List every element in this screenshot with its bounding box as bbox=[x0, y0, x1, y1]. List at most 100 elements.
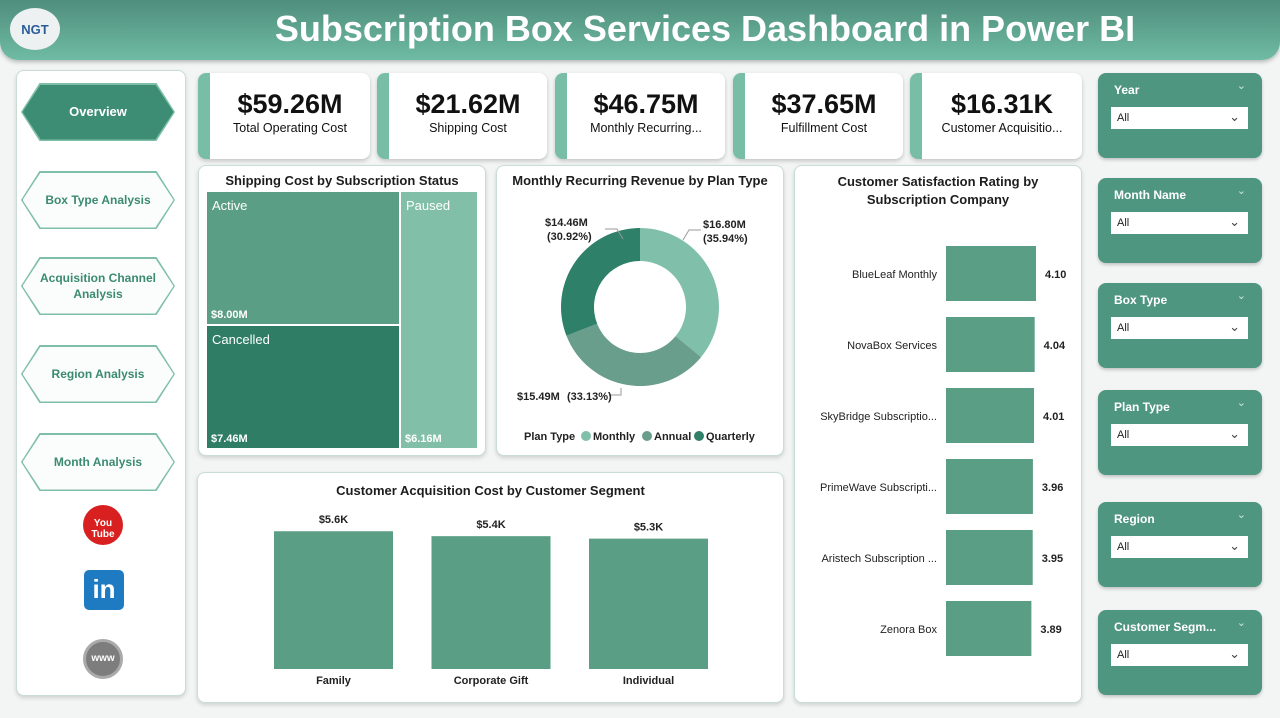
slicer-value: All bbox=[1117, 649, 1130, 661]
collapse-chevron-icon[interactable]: ⌄ bbox=[1236, 397, 1246, 409]
chevron-down-icon: ⌄ bbox=[1229, 426, 1240, 441]
nav-overview[interactable]: Overview bbox=[21, 83, 175, 141]
slicer-label: Customer Segm... bbox=[1114, 620, 1217, 634]
bar[interactable] bbox=[946, 317, 1035, 372]
chevron-down-icon: ⌄ bbox=[1229, 109, 1240, 124]
category-label: Aristech Subscription ... bbox=[821, 553, 937, 565]
category-label: Zenora Box bbox=[880, 624, 937, 636]
slicer-value: All bbox=[1117, 217, 1130, 229]
treemap-tile-active[interactable]: Active $8.00M bbox=[207, 192, 399, 324]
kpi-total-operating-cost: $59.26M Total Operating Cost bbox=[198, 73, 370, 159]
slicer-label: Box Type bbox=[1114, 293, 1168, 307]
kpi-value: $37.65M bbox=[771, 89, 877, 119]
header-banner: NGT Subscription Box Services Dashboard … bbox=[0, 0, 1280, 60]
legend-title: Plan Type bbox=[524, 431, 575, 443]
bar[interactable] bbox=[946, 459, 1033, 514]
slicer-label: Year bbox=[1114, 83, 1140, 97]
slicer-dropdown[interactable]: All ⌄ bbox=[1111, 212, 1248, 234]
legend-marker-quarterly bbox=[694, 431, 704, 441]
category-label: Corporate Gift bbox=[454, 675, 529, 687]
kpi-label: Customer Acquisitio... bbox=[941, 121, 1063, 135]
nav-label: Month Analysis bbox=[22, 434, 174, 490]
data-label: 3.89 bbox=[1040, 624, 1061, 636]
collapse-chevron-icon[interactable]: ⌄ bbox=[1236, 80, 1246, 92]
slicer-value: All bbox=[1117, 322, 1130, 334]
slicer-customer-segm-: Customer Segm... ⌄ All ⌄ bbox=[1098, 610, 1262, 695]
bar[interactable] bbox=[946, 388, 1035, 443]
slicer-dropdown[interactable]: All ⌄ bbox=[1111, 107, 1248, 129]
youtube-icon[interactable]: You Tube bbox=[83, 505, 123, 545]
chevron-down-icon: ⌄ bbox=[1229, 319, 1240, 334]
data-label: 4.01 bbox=[1043, 411, 1064, 423]
kpi-monthly-recurring: $46.75M Monthly Recurring... bbox=[555, 73, 725, 159]
collapse-chevron-icon[interactable]: ⌄ bbox=[1236, 185, 1246, 197]
donut-card: Monthly Recurring Revenue by Plan Type $… bbox=[496, 165, 784, 456]
slicer-dropdown[interactable]: All ⌄ bbox=[1111, 536, 1248, 558]
legend-quarterly[interactable]: Quarterly bbox=[706, 431, 756, 443]
bar[interactable] bbox=[431, 536, 551, 669]
nav-region-analysis[interactable]: Region Analysis bbox=[21, 345, 175, 403]
slicer-value: All bbox=[1117, 541, 1130, 553]
tile-name: Cancelled bbox=[212, 332, 270, 347]
slicer-year: Year ⌄ All ⌄ bbox=[1098, 73, 1262, 158]
bar[interactable] bbox=[274, 531, 393, 669]
donut-slice-monthly[interactable] bbox=[640, 228, 719, 358]
legend-monthly[interactable]: Monthly bbox=[593, 431, 636, 443]
bar[interactable] bbox=[946, 601, 1032, 656]
kpi-label: Total Operating Cost bbox=[233, 121, 347, 135]
legend-marker-annual bbox=[642, 431, 652, 441]
chart-title: Monthly Recurring Revenue by Plan Type bbox=[512, 173, 768, 188]
category-label: Individual bbox=[623, 675, 674, 687]
leader-line bbox=[605, 228, 624, 240]
nav-label: Region Analysis bbox=[22, 346, 174, 402]
data-label: 3.96 bbox=[1042, 482, 1063, 494]
collapse-chevron-icon[interactable]: ⌄ bbox=[1236, 290, 1246, 302]
data-label: 4.04 bbox=[1044, 340, 1066, 352]
kpi-value: $59.26M bbox=[237, 89, 343, 119]
slicer-plan-type: Plan Type ⌄ All ⌄ bbox=[1098, 390, 1262, 475]
chevron-down-icon: ⌄ bbox=[1229, 538, 1240, 553]
bar[interactable] bbox=[946, 530, 1033, 585]
bar[interactable] bbox=[589, 538, 708, 669]
slicer-label: Month Name bbox=[1114, 188, 1186, 202]
nav-acquisition-channel-analysis[interactable]: Acquisition Channel Analysis bbox=[21, 257, 175, 315]
tile-name: Paused bbox=[406, 198, 451, 213]
category-label: Family bbox=[316, 675, 352, 687]
slicer-label: Region bbox=[1114, 512, 1155, 526]
kpi-value: $46.75M bbox=[593, 89, 699, 119]
donut-chart: $14.46M (30.92%) $16.80M (35.94%) $15.49… bbox=[517, 217, 756, 443]
donut-slice-annual[interactable] bbox=[566, 323, 702, 386]
kpi-label: Monthly Recurring... bbox=[590, 121, 702, 135]
leader-line bbox=[609, 388, 622, 396]
nav-panel: Overview Box Type Analysis Acquisition C… bbox=[16, 70, 186, 696]
data-label-quarterly: $14.46M bbox=[545, 217, 588, 229]
legend-marker-monthly bbox=[581, 431, 591, 441]
category-label: PrimeWave Subscripti... bbox=[820, 482, 937, 494]
treemap-tile-cancelled[interactable]: Cancelled $7.46M bbox=[207, 326, 399, 448]
data-label-monthly-pct: (35.94%) bbox=[703, 233, 748, 245]
slicer-dropdown[interactable]: All ⌄ bbox=[1111, 424, 1248, 446]
collapse-chevron-icon[interactable]: ⌄ bbox=[1236, 617, 1246, 629]
slicer-dropdown[interactable]: All ⌄ bbox=[1111, 317, 1248, 339]
slicer-label: Plan Type bbox=[1114, 400, 1170, 414]
linkedin-icon[interactable]: in bbox=[84, 570, 124, 610]
data-label-quarterly-pct: (30.92%) bbox=[547, 231, 592, 243]
treemap-card: Shipping Cost by Subscription Status Act… bbox=[198, 165, 486, 456]
nav-box-type-analysis[interactable]: Box Type Analysis bbox=[21, 171, 175, 229]
collapse-chevron-icon[interactable]: ⌄ bbox=[1236, 509, 1246, 521]
nav-label: Acquisition Channel Analysis bbox=[22, 258, 174, 314]
kpi-label: Shipping Cost bbox=[429, 121, 507, 135]
legend-annual[interactable]: Annual bbox=[654, 431, 691, 443]
donut-slice-quarterly[interactable] bbox=[561, 228, 640, 336]
globe-icon[interactable]: www bbox=[83, 639, 123, 679]
data-label: $5.6K bbox=[319, 514, 348, 526]
slicer-dropdown[interactable]: All ⌄ bbox=[1111, 644, 1248, 666]
treemap-tile-paused[interactable]: Paused $6.16M bbox=[401, 192, 477, 448]
bar[interactable] bbox=[946, 246, 1036, 301]
nav-month-analysis[interactable]: Month Analysis bbox=[21, 433, 175, 491]
cac-bar-chart: $5.6K Family $5.4K Corporate Gift $5.3K Indiv… bbox=[274, 514, 708, 687]
chart-title: Customer Acquisition Cost by Customer Se… bbox=[336, 483, 645, 498]
data-label: $5.3K bbox=[634, 522, 663, 534]
chart-title: Shipping Cost by Subscription Status bbox=[225, 173, 459, 188]
data-label-annual: $15.49M bbox=[517, 391, 560, 403]
